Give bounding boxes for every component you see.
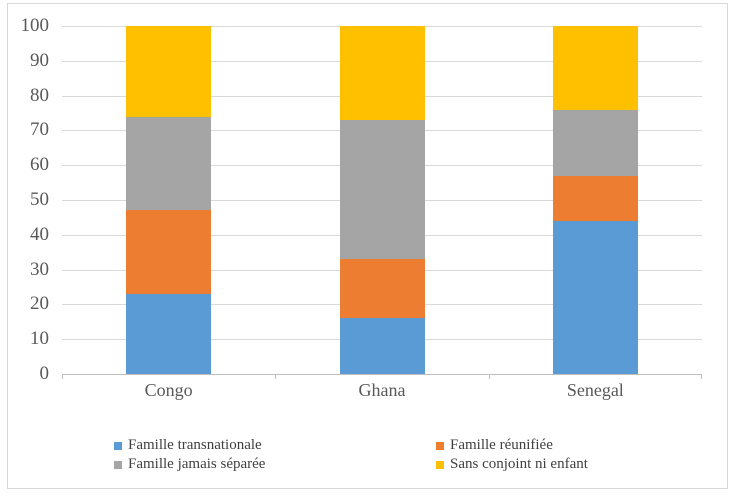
bar-segment-famille-reunifiee (339, 259, 425, 319)
bar-segment-sans-conjoint-ni-enfant (126, 26, 212, 117)
bar-segment-famille-jamais-separee (339, 119, 425, 260)
y-axis-tick-label: 60 (30, 154, 49, 176)
bar-senegal (552, 26, 638, 374)
legend: Famille transnationale Famille réunifiée F… (0, 436, 733, 478)
bar-segment-famille-reunifiee (552, 175, 638, 221)
legend-marker (114, 460, 122, 469)
x-axis-tick (62, 374, 63, 379)
plot-area (62, 26, 702, 379)
y-axis-tick-label: 80 (30, 84, 49, 106)
legend-label: Famille jamais séparée (128, 456, 266, 472)
y-axis-tick-label: 30 (30, 258, 49, 280)
bar-segment-famille-jamais-separee (126, 116, 212, 211)
x-axis-tick (701, 374, 702, 379)
x-axis-category-label: Senegal (566, 380, 624, 400)
legend-label: Famille transnationale (128, 437, 262, 453)
y-axis-tick-label: 40 (30, 223, 49, 245)
legend-label: Sans conjoint ni enfant (450, 456, 588, 472)
y-axis-tick-label: 50 (30, 189, 49, 210)
x-axis-category-label: Congo (144, 380, 193, 400)
legend-marker (436, 460, 444, 469)
y-axis-tick-label: 70 (30, 119, 49, 141)
y-axis-tick-label: 90 (30, 49, 49, 71)
legend-marker (114, 441, 122, 450)
legend-item-sans-conjoint-ni-enfant: Sans conjoint ni enfant (436, 455, 588, 474)
bar-segment-famille-reunifiee (126, 210, 212, 294)
y-axis-tick-label: 0 (39, 363, 50, 384)
bar-ghana (339, 26, 425, 374)
y-axis-tick-label: 20 (30, 293, 49, 315)
legend-item-famille-transnationale: Famille transnationale (114, 436, 262, 455)
x-axis-category-label: Ghana (358, 380, 406, 400)
bar-congo (126, 26, 212, 374)
bar-segment-famille-transnationale (552, 220, 638, 374)
bar-segment-sans-conjoint-ni-enfant (339, 26, 425, 120)
y-axis-tick-label: 100 (20, 15, 50, 36)
legend-marker (436, 441, 444, 450)
legend-item-famille-jamais-separee: Famille jamais séparée (114, 455, 265, 474)
chart-border (7, 3, 728, 489)
bar-segment-famille-transnationale (339, 318, 425, 374)
x-axis-line (62, 374, 702, 375)
y-axis-tick-label: 10 (30, 328, 49, 350)
bar-segment-famille-jamais-separee (552, 109, 638, 176)
x-axis-tick (275, 374, 276, 379)
legend-item-famille-reunifiee: Famille réunifiée (436, 436, 553, 455)
bar-segment-famille-transnationale (126, 293, 212, 374)
x-axis-tick (489, 374, 490, 379)
legend-label: Famille réunifiée (450, 437, 553, 453)
bar-segment-sans-conjoint-ni-enfant (552, 26, 638, 110)
